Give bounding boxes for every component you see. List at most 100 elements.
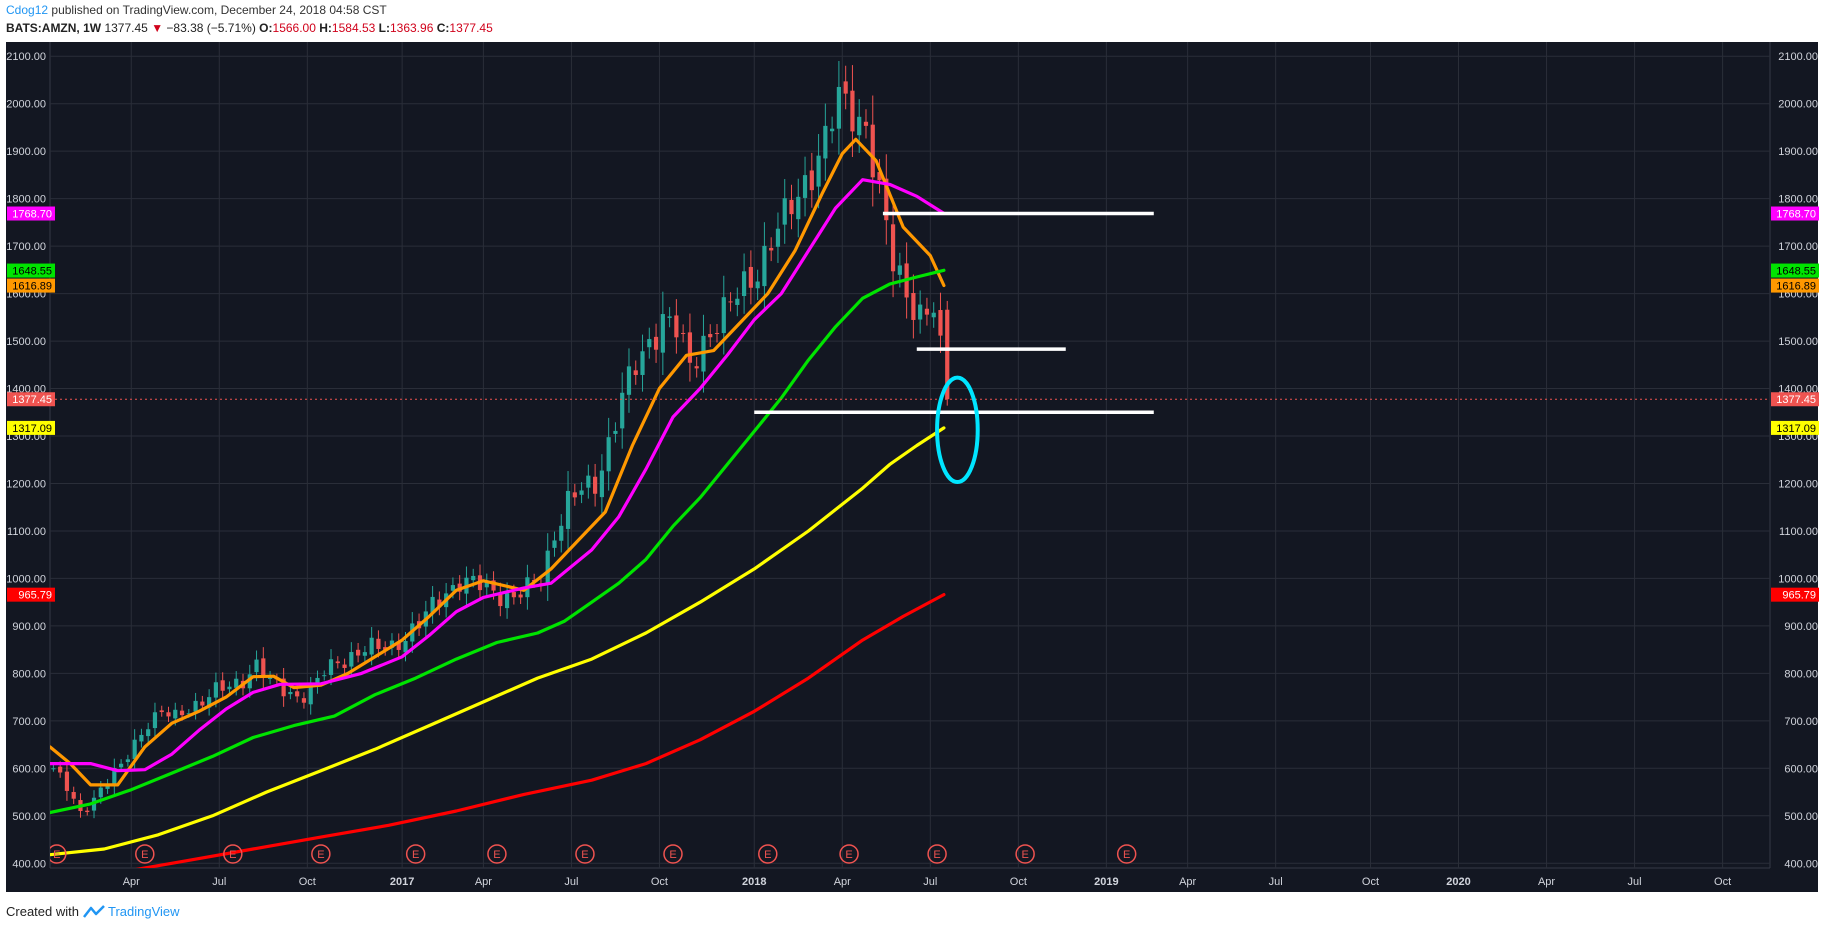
candle-body [796, 196, 801, 220]
candle-body [159, 710, 164, 713]
y-tick-label-left: 2100.00 [6, 51, 46, 63]
x-tick-label: 2019 [1094, 876, 1118, 888]
symbol-label[interactable]: BATS:AMZN, 1W [6, 21, 102, 35]
candle-body [450, 585, 456, 591]
candle-body [64, 771, 70, 791]
candle-body [748, 266, 753, 288]
candle-body [369, 637, 374, 655]
ma-line-ff00ff [50, 178, 946, 773]
candle-body [146, 729, 151, 737]
candle-body [396, 641, 401, 650]
candle-body [809, 170, 814, 191]
candle-body [782, 198, 787, 225]
tradingview-brand-link[interactable]: TradingView [108, 904, 180, 919]
y-tick-label-right: 900.00 [1784, 621, 1818, 633]
candle-body [890, 224, 896, 272]
price-tag-text-left: 1377.45 [12, 394, 52, 406]
candle-body [484, 581, 489, 588]
y-tick-label-right: 600.00 [1784, 763, 1818, 775]
candle-body [816, 155, 821, 187]
candle-body [802, 175, 808, 198]
price-tag-text-right: 1377.45 [1776, 394, 1816, 406]
price-tag-text-right: 965.79 [1782, 590, 1816, 602]
y-tick-label-right: 1700.00 [1778, 241, 1818, 253]
candle-body [220, 680, 225, 691]
x-tick-label: Apr [475, 876, 492, 888]
candle-body [125, 759, 130, 763]
candle-body [565, 490, 571, 529]
candle-body [694, 366, 699, 369]
price-tag-right [1771, 587, 1819, 602]
price-tag-text-right: 1648.55 [1776, 266, 1816, 278]
price-tag-text-left: 965.79 [18, 590, 52, 602]
x-tick-label: Jul [1269, 876, 1283, 888]
earnings-marker-circle [135, 844, 155, 864]
candle-body [288, 691, 293, 695]
y-tick-label-right: 1900.00 [1778, 146, 1818, 158]
y-tick-label-left: 1800.00 [6, 194, 46, 206]
y-tick-label-left: 1100.00 [7, 526, 46, 538]
candle-body [58, 766, 63, 773]
candle-body [687, 332, 693, 363]
price-tag-left [7, 392, 55, 407]
earnings-marker-circle [663, 844, 683, 864]
candle-body [775, 228, 781, 247]
candle-body [295, 691, 300, 697]
y-tick-label-right: 1500.00 [1778, 336, 1818, 348]
chart-background [6, 42, 1818, 892]
earnings-marker-circle [311, 844, 331, 864]
ma-line-ff9800 [50, 137, 946, 787]
price-tag-text-right: 1317.09 [1776, 423, 1816, 435]
earnings-marker-circle [758, 844, 778, 864]
candle-body [755, 281, 760, 289]
price-tag-text-left: 1616.89 [12, 281, 52, 293]
candle-body [383, 647, 388, 650]
y-tick-label-left: 800.00 [12, 668, 46, 680]
candle-body [213, 682, 219, 698]
x-tick-label: Oct [299, 876, 316, 888]
candle-body [938, 310, 943, 336]
candle-body [647, 339, 652, 348]
candle-body [322, 675, 327, 677]
y-tick-label-right: 2000.00 [1778, 99, 1818, 111]
candle-body [152, 712, 158, 729]
earnings-marker-circle [1015, 844, 1035, 864]
candle-body [924, 308, 930, 315]
author-link[interactable]: Cdog12 [6, 3, 49, 17]
candle-body [139, 734, 144, 742]
earnings-marker-label: E [229, 849, 236, 861]
candle-body [762, 245, 767, 287]
y-tick-label-right: 1000.00 [1778, 573, 1818, 585]
earnings-marker-label: E [669, 849, 676, 861]
candle-body [681, 333, 686, 335]
y-tick-label-left: 700.00 [12, 716, 46, 728]
candle-body [870, 124, 875, 178]
price-tag-left [7, 206, 55, 221]
x-tick-label: 2018 [742, 876, 766, 888]
candle-body [620, 392, 625, 429]
earnings-marker-label: E [317, 849, 324, 861]
y-tick-label-right: 2100.00 [1778, 51, 1818, 63]
candle-body [911, 292, 916, 320]
candle-body [498, 592, 503, 607]
ma-line-ff0000 [135, 593, 946, 868]
low-value: 1363.96 [389, 21, 434, 35]
y-tick-label-right: 800.00 [1784, 668, 1818, 680]
price-tag-left [7, 587, 55, 602]
earnings-marker-label: E [141, 849, 148, 861]
candle-body [579, 490, 584, 495]
candle-body [71, 792, 76, 799]
y-tick-label-left: 1700.00 [6, 241, 46, 253]
candle-body [545, 550, 550, 584]
close-value: 1377.45 [449, 21, 493, 35]
footer: Created with TradingView [6, 904, 180, 919]
candle-body [613, 430, 618, 434]
candle-body [769, 247, 774, 251]
candle-body [254, 659, 259, 673]
earnings-marker-label: E [581, 849, 588, 861]
candle-body [945, 309, 950, 400]
earnings-marker-circle [223, 844, 243, 864]
x-tick-label: Oct [651, 876, 668, 888]
